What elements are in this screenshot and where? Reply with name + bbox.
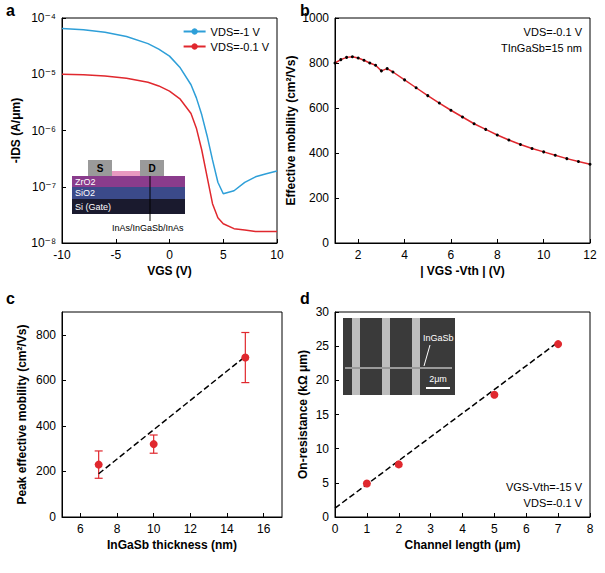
- svg-text:30: 30: [316, 305, 330, 319]
- svg-text:600: 600: [309, 101, 329, 115]
- svg-text:5: 5: [220, 248, 227, 262]
- svg-text:10: 10: [147, 522, 161, 536]
- svg-text:15: 15: [316, 408, 330, 422]
- svg-text:0: 0: [332, 522, 339, 536]
- svg-text:VDS=-0.1 V: VDS=-0.1 V: [211, 41, 270, 53]
- svg-text:SiO2: SiO2: [75, 188, 95, 198]
- svg-text:2μm: 2μm: [429, 374, 447, 384]
- svg-text:14: 14: [220, 522, 234, 536]
- svg-text:a: a: [6, 2, 15, 19]
- svg-text:VDS=-0.1 V: VDS=-0.1 V: [524, 497, 583, 509]
- svg-text:10⁻⁴: 10⁻⁴: [31, 11, 56, 25]
- svg-text:1: 1: [364, 522, 371, 536]
- svg-text:8: 8: [494, 248, 501, 262]
- svg-text:b: b: [300, 2, 310, 19]
- svg-text:ZrO2: ZrO2: [75, 177, 96, 187]
- svg-text:Si (Gate): Si (Gate): [75, 202, 111, 212]
- svg-text:600: 600: [36, 373, 56, 387]
- svg-text:2: 2: [355, 248, 362, 262]
- svg-text:10: 10: [270, 248, 284, 262]
- svg-text:10⁻⁷: 10⁻⁷: [32, 180, 56, 194]
- svg-text:S: S: [97, 163, 104, 174]
- svg-text:400: 400: [36, 419, 56, 433]
- svg-text:D: D: [148, 163, 155, 174]
- svg-text:20: 20: [316, 373, 330, 387]
- svg-text:5: 5: [491, 522, 498, 536]
- svg-text:| VGS -Vth | (V): | VGS -Vth | (V): [420, 264, 505, 278]
- svg-text:12: 12: [583, 248, 597, 262]
- svg-text:800: 800: [36, 328, 56, 342]
- svg-text:4: 4: [459, 522, 466, 536]
- svg-text:25: 25: [316, 339, 330, 353]
- svg-text:-5: -5: [110, 248, 121, 262]
- svg-text:400: 400: [309, 146, 329, 160]
- svg-text:InGaSb thickness (nm): InGaSb thickness (nm): [107, 538, 237, 552]
- svg-text:2: 2: [395, 522, 402, 536]
- svg-text:12: 12: [184, 522, 198, 536]
- svg-text:10⁻⁸: 10⁻⁸: [31, 236, 56, 250]
- svg-text:TInGaSb=15 nm: TInGaSb=15 nm: [501, 42, 582, 54]
- svg-text:0: 0: [322, 236, 329, 250]
- svg-text:800: 800: [309, 56, 329, 70]
- svg-text:On-resistance (kΩ μm): On-resistance (kΩ μm): [296, 350, 310, 479]
- svg-text:8: 8: [587, 522, 594, 536]
- svg-text:10: 10: [537, 248, 551, 262]
- svg-text:10: 10: [316, 442, 330, 456]
- svg-text:d: d: [300, 290, 310, 307]
- svg-text:Peak effective mobility (cm²/V: Peak effective mobility (cm²/Vs): [15, 324, 29, 504]
- svg-text:-IDS (A/μm): -IDS (A/μm): [9, 98, 23, 163]
- svg-text:InAs/InGaSb/InAs: InAs/InGaSb/InAs: [112, 223, 184, 233]
- svg-text:5: 5: [322, 476, 329, 490]
- svg-text:Effective mobility (cm²/Vs): Effective mobility (cm²/Vs): [284, 55, 298, 205]
- svg-text:c: c: [6, 290, 15, 307]
- svg-text:0: 0: [166, 248, 173, 262]
- svg-text:1000: 1000: [302, 11, 329, 25]
- svg-text:VGS-Vth=-15 V: VGS-Vth=-15 V: [506, 481, 583, 493]
- svg-text:10⁻⁵: 10⁻⁵: [31, 67, 56, 81]
- svg-text:VDS=-0.1 V: VDS=-0.1 V: [524, 26, 583, 38]
- svg-text:6: 6: [77, 522, 84, 536]
- svg-text:-10: -10: [53, 248, 71, 262]
- svg-text:0: 0: [322, 510, 329, 524]
- svg-text:0: 0: [49, 510, 56, 524]
- svg-text:200: 200: [309, 191, 329, 205]
- svg-text:4: 4: [401, 248, 408, 262]
- svg-text:16: 16: [257, 522, 271, 536]
- svg-text:200: 200: [36, 464, 56, 478]
- svg-text:7: 7: [555, 522, 562, 536]
- svg-text:3: 3: [427, 522, 434, 536]
- svg-text:VGS (V): VGS (V): [147, 264, 192, 278]
- svg-text:Channel length (μm): Channel length (μm): [404, 538, 520, 552]
- svg-text:VDS=-1 V: VDS=-1 V: [211, 26, 261, 38]
- svg-text:InGaSb: InGaSb: [423, 333, 454, 343]
- svg-text:6: 6: [523, 522, 530, 536]
- svg-text:8: 8: [114, 522, 121, 536]
- svg-text:6: 6: [448, 248, 455, 262]
- svg-text:10⁻⁶: 10⁻⁶: [31, 124, 56, 138]
